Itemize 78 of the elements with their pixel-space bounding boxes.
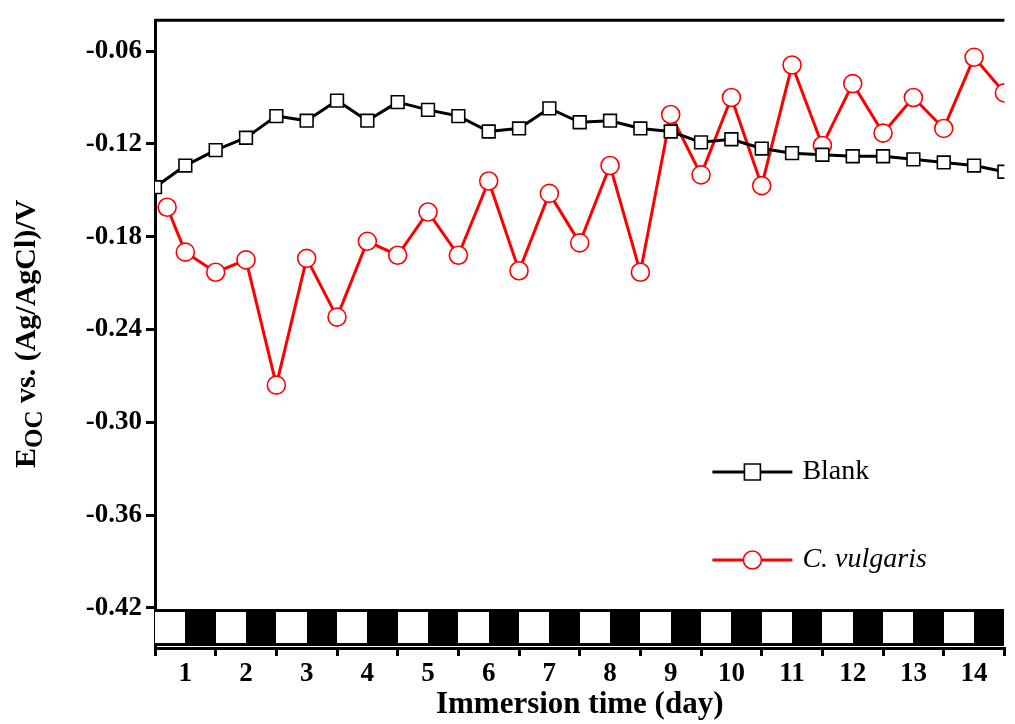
point — [602, 113, 618, 128]
point — [663, 124, 678, 139]
y-tick-label: -0.30 — [85, 405, 142, 436]
point — [903, 87, 924, 108]
legend-label: Blank — [802, 454, 870, 486]
point — [542, 101, 557, 116]
point — [842, 73, 863, 94]
x-tick-label: 3 — [299, 657, 314, 688]
point — [420, 102, 436, 118]
point — [691, 165, 711, 185]
x-tick-label: 4 — [360, 657, 375, 688]
y-tick-label: -0.12 — [85, 126, 142, 157]
y-tick-label: -0.18 — [85, 219, 142, 250]
point — [782, 55, 802, 75]
x-tick-label: 2 — [239, 657, 253, 688]
point — [175, 242, 196, 262]
point — [387, 245, 408, 266]
point — [721, 87, 742, 108]
x-tick-label: 14 — [960, 657, 988, 688]
legend-label: C. vulgaris — [802, 542, 927, 574]
x-tick-label: 11 — [779, 657, 805, 688]
point — [966, 158, 982, 173]
point — [418, 202, 438, 222]
point — [360, 113, 375, 128]
point — [266, 375, 287, 395]
point — [572, 115, 587, 130]
x-axis-title: Immersion time (day) — [435, 685, 724, 721]
point — [630, 262, 651, 283]
x-tick-label: 13 — [899, 657, 927, 688]
point — [933, 118, 954, 139]
point — [238, 130, 254, 145]
x-tick-label: 1 — [178, 657, 193, 688]
point — [511, 121, 527, 136]
point — [390, 94, 405, 110]
point — [236, 250, 256, 270]
point — [327, 307, 347, 327]
x-tick-label: 6 — [481, 657, 496, 688]
point — [906, 152, 921, 167]
point — [569, 233, 590, 253]
point — [633, 121, 648, 136]
point — [964, 47, 984, 68]
point — [873, 123, 893, 143]
point — [784, 146, 800, 161]
point — [724, 132, 739, 147]
point — [296, 248, 317, 269]
point — [329, 93, 345, 108]
x-tick-label: 5 — [421, 657, 435, 688]
point — [299, 113, 314, 128]
point — [754, 141, 769, 156]
point — [600, 155, 620, 176]
point — [448, 245, 469, 266]
point — [875, 149, 891, 164]
point — [845, 149, 860, 164]
point — [481, 124, 496, 139]
point — [451, 108, 466, 124]
y-tick-label: -0.06 — [85, 34, 142, 65]
point — [693, 135, 709, 150]
point — [269, 108, 284, 124]
point — [478, 171, 499, 191]
y-tick-label: -0.36 — [85, 497, 142, 528]
point — [208, 142, 223, 158]
x-tick-label: 7 — [542, 657, 557, 688]
x-tick-label: 9 — [663, 657, 678, 688]
point — [751, 175, 772, 196]
point — [357, 231, 378, 252]
point — [936, 155, 951, 170]
point — [660, 104, 681, 125]
point — [509, 260, 529, 281]
x-tick-label: 12 — [839, 657, 867, 688]
point — [815, 147, 830, 162]
point — [178, 158, 193, 173]
x-tick-label: 8 — [603, 657, 617, 688]
point — [205, 262, 226, 283]
point — [157, 197, 177, 218]
x-tick-label: 10 — [717, 657, 745, 688]
y-tick-label: -0.42 — [85, 590, 142, 621]
y-tick-label: -0.24 — [85, 312, 142, 343]
point — [539, 183, 560, 204]
